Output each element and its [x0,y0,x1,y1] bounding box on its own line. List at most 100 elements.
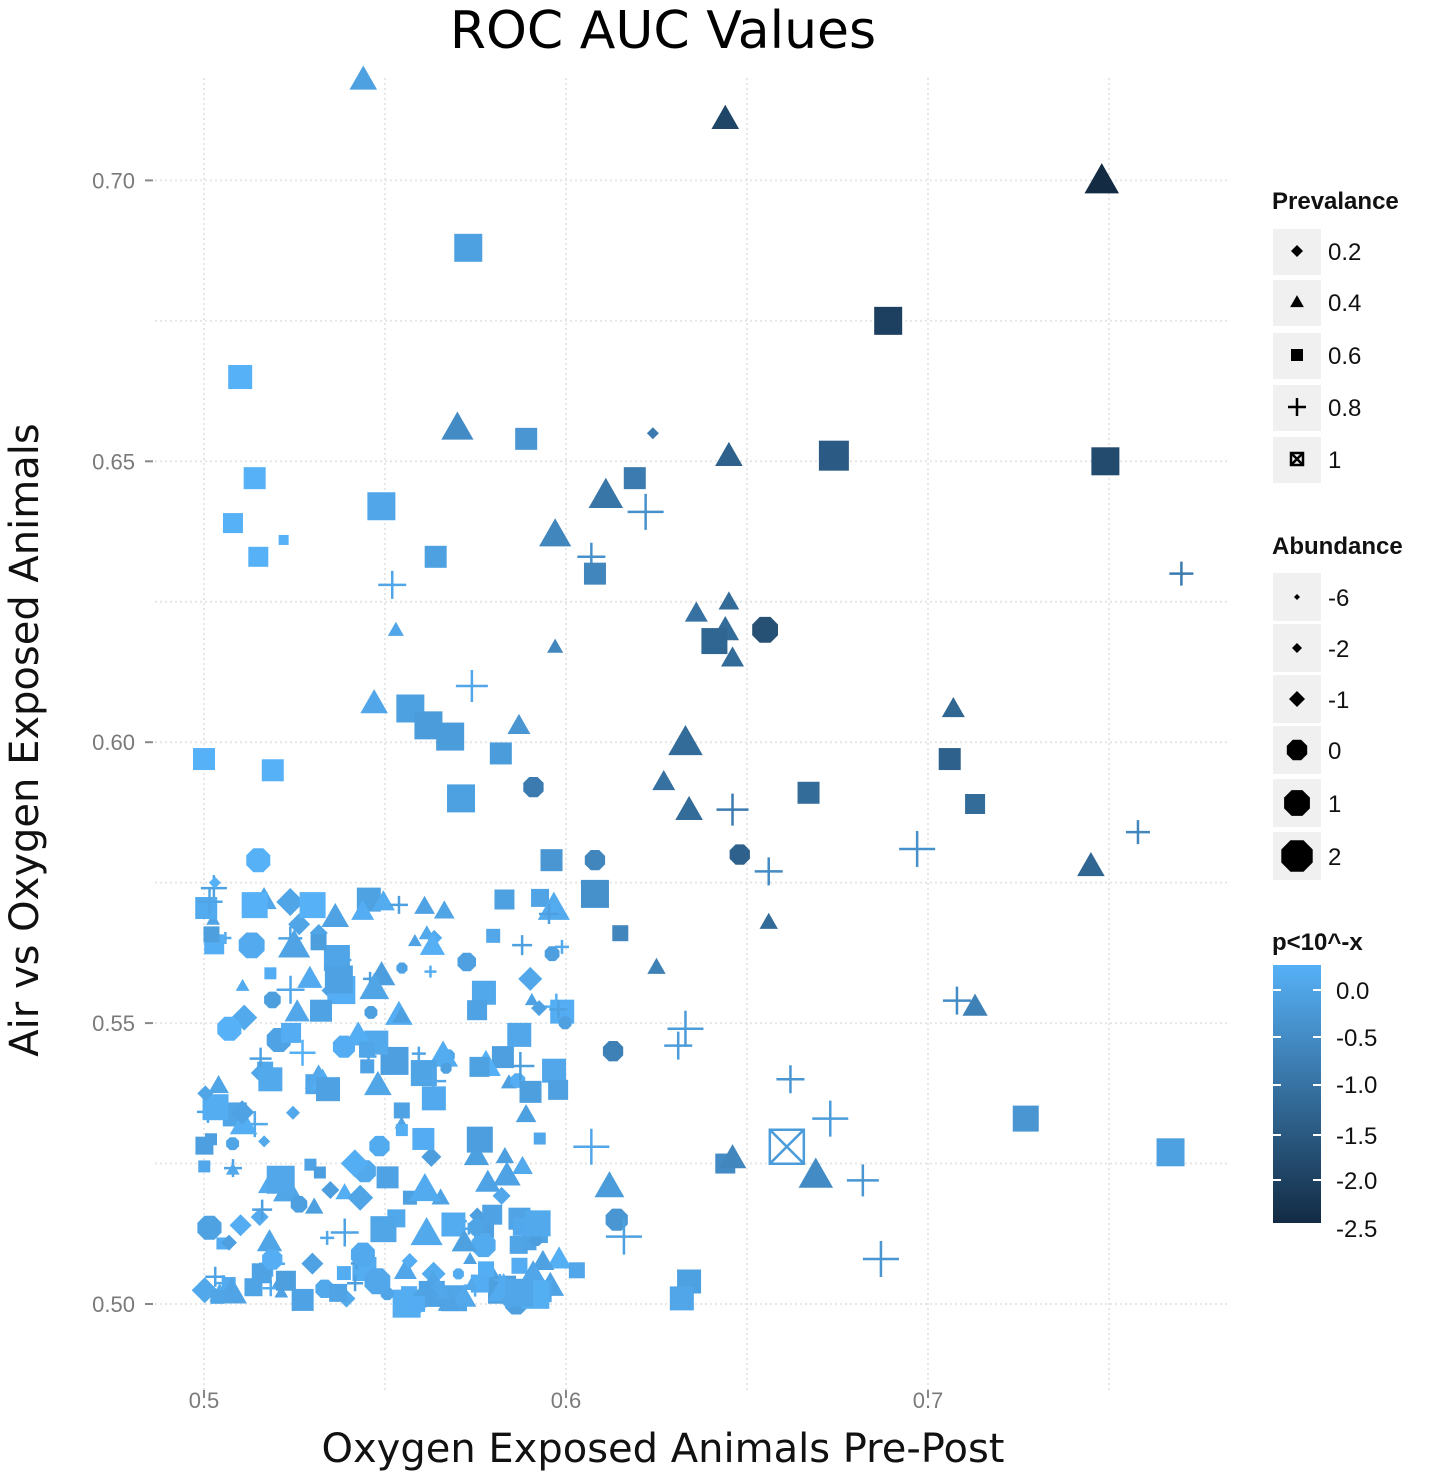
data-point [684,601,708,622]
cluster-point [492,1186,511,1205]
data-point [246,848,271,873]
cluster-point [304,1158,317,1171]
cluster-point [288,913,311,936]
legend-prevalence-label: 1 [1328,447,1341,474]
legend-abundance-label: -6 [1328,585,1349,612]
legend-prevalence-key [1291,245,1303,257]
cluster-point [440,1062,452,1074]
cluster-point [433,900,455,919]
y-axis-title: Air vs Oxygen Exposed Animals [2,423,48,1056]
axes: 0.5 0.6 0.7 0.50 0.55 0.60 0.65 0.70 [92,168,943,1413]
color-bar-ticks [1273,989,1321,1229]
chart-title: ROC AUC Values [450,1,876,61]
data-point [812,1100,849,1137]
cluster-point [217,1277,247,1304]
cluster-point [359,972,390,1000]
data-point [941,696,965,718]
data-point [523,777,544,798]
cluster-point [275,1270,296,1291]
cluster-point [196,888,223,915]
data-point [647,957,666,974]
legend-prevalence-key [1289,451,1305,467]
cluster-point [478,1261,495,1278]
data-point [718,1144,747,1169]
cluster-point [457,952,476,972]
cluster-point [276,975,305,1004]
data-point [349,65,378,90]
data-point [669,1286,694,1311]
cluster-point [411,1046,426,1061]
cluster-point [210,1289,225,1304]
legend-abundance-label: 1 [1328,791,1341,818]
data-point [874,306,903,335]
cluster-point [452,1268,464,1280]
data-point [1084,163,1120,194]
cluster-point [393,1258,417,1280]
data-point [965,793,986,814]
data-point [228,365,253,390]
cluster-point [284,999,310,1022]
data-point [1156,1138,1185,1167]
cluster-point [441,1212,466,1237]
cluster-point [276,887,305,916]
data-point [729,844,750,865]
data-point [776,1065,805,1094]
data-point [217,1016,242,1041]
legend-color-title: p<10^-x [1272,929,1363,956]
legend-prevalence-label: 0.2 [1328,239,1361,266]
color-bar-label: -0.5 [1336,1025,1377,1052]
y-tick-label: 0.50 [92,1292,135,1317]
x-tick-label: 0.7 [913,1388,944,1413]
data-point [602,1041,624,1062]
legend-abundance-title: Abundance [1272,533,1403,560]
data-point [515,427,538,450]
cluster-point [258,1067,283,1092]
cluster-point [235,978,250,991]
legend-abundance-keys [1273,573,1321,880]
cluster-point [466,1126,493,1153]
legend-abundance-key [1281,840,1313,872]
color-bar-label: -1.5 [1336,1123,1377,1150]
cluster-point [290,1196,308,1213]
data-point [588,477,624,508]
data-point [583,562,606,585]
cluster-point [351,899,375,920]
data-point [818,440,849,471]
data-point [899,830,936,867]
cluster-point [256,1229,283,1252]
cluster-point [278,929,311,958]
data-point [962,993,988,1016]
cluster-point [258,1135,271,1148]
data-point [441,411,474,440]
cluster-point [421,1086,446,1111]
data-point [540,849,563,872]
legend-abundance-label: -1 [1328,687,1349,714]
data-point [752,616,778,643]
data-point [378,570,407,599]
data-point [222,513,243,534]
cluster-point [506,1052,535,1081]
cluster-point [370,1216,397,1243]
data-point [299,892,326,919]
data-point [387,621,404,636]
cluster-point [515,1104,537,1123]
cluster-point [507,1022,532,1047]
cluster-point [321,1181,340,1200]
cluster-point [395,1124,408,1137]
legend-prevalence-title: Prevalance [1272,188,1399,215]
cluster-point [491,1046,514,1069]
cluster-point [197,1085,214,1102]
cluster-point [359,1041,376,1058]
legend-prevalence-label: 0.4 [1328,290,1361,317]
cluster-point [392,1006,411,1023]
data-point [261,759,284,782]
cluster-point [511,1257,528,1274]
cluster-point [421,1146,442,1167]
cluster-point [324,965,353,994]
cluster-point [493,1161,521,1186]
cluster-point [558,1016,572,1030]
cluster-point [316,1077,341,1102]
legend-prevalence-key [1291,349,1303,361]
legend-prevalence-key [1288,398,1306,416]
